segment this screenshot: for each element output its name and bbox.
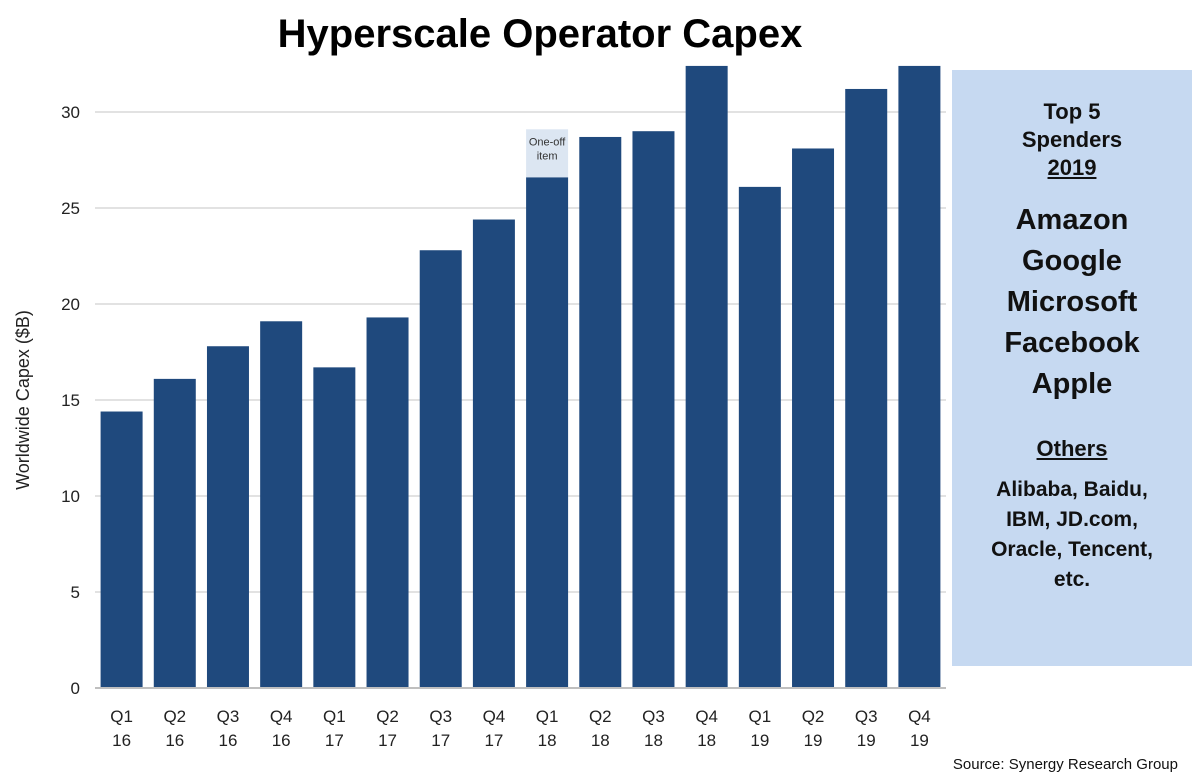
bar [845, 88, 888, 688]
y-tick-label: 25 [61, 199, 80, 218]
x-tick-label: 17 [431, 731, 450, 750]
x-tick-label: 16 [219, 731, 238, 750]
annotation-box [526, 129, 569, 178]
x-tick-label: Q3 [855, 707, 878, 726]
top-spenders-panel: Top 5 Spenders 2019 Amazon Google Micros… [952, 70, 1192, 666]
x-tick-label: 19 [804, 731, 823, 750]
x-tick-label: 17 [378, 731, 397, 750]
x-tick-label: 18 [697, 731, 716, 750]
panel-year: 2019 [1047, 155, 1097, 180]
bar [419, 250, 462, 689]
x-tick-label: Q2 [589, 707, 612, 726]
x-tick-label: 16 [112, 731, 131, 750]
x-tick-label: Q1 [749, 707, 772, 726]
x-tick-label: Q1 [110, 707, 133, 726]
bar [472, 219, 515, 688]
others-label: Others [1036, 436, 1108, 461]
x-tick-label: Q4 [270, 707, 293, 726]
x-tick-label: 16 [272, 731, 291, 750]
x-tick-label: Q3 [429, 707, 452, 726]
y-tick-label: 15 [61, 391, 80, 410]
bar [685, 65, 728, 689]
bar [313, 367, 356, 688]
annotation-label: item [537, 150, 558, 162]
others-3: Oracle, Tencent, [991, 538, 1153, 561]
y-tick-label: 0 [71, 679, 80, 698]
panel-heading-2: Spenders [1021, 127, 1123, 152]
x-tick-label: Q4 [908, 707, 931, 726]
bar [898, 65, 941, 689]
bar-chart: 0 5 10 15 20 25 30 Worldwide Capex ($B) Q1 16 Q2 16… [13, 65, 946, 750]
x-tick-label: Q4 [695, 707, 718, 726]
bar [260, 321, 303, 688]
others-4: etc. [1053, 568, 1091, 591]
x-tick-label: Q2 [802, 707, 825, 726]
bar [579, 136, 622, 688]
bar [792, 148, 835, 689]
x-tick-label: 18 [538, 731, 557, 750]
others-1: Alibaba, Baidu, [996, 478, 1148, 501]
spender-5: Apple [1031, 368, 1113, 400]
source-note: Source: Synergy Research Group [952, 756, 1178, 773]
bar [526, 177, 569, 688]
x-tick-label: Q3 [642, 707, 665, 726]
spender-2: Google [1022, 245, 1122, 277]
x-tick-label: 16 [165, 731, 184, 750]
x-tick-label: Q2 [376, 707, 399, 726]
x-tick-label: 18 [591, 731, 610, 750]
annotation-label: One-off [529, 136, 566, 148]
x-tick-label: Q1 [323, 707, 346, 726]
x-tick-label: 17 [325, 731, 344, 750]
bar [206, 346, 249, 688]
bar [738, 186, 781, 688]
y-tick-label: 5 [71, 583, 80, 602]
x-tick-label: 19 [857, 731, 876, 750]
bar [632, 131, 675, 688]
y-tick-label: 20 [61, 295, 80, 314]
spender-3: Microsoft [1006, 286, 1138, 318]
x-tick-label: 18 [644, 731, 663, 750]
y-axis-label: Worldwide Capex ($B) [13, 310, 33, 490]
spender-1: Amazon [1015, 204, 1129, 236]
bar [153, 378, 196, 688]
x-tick-label: Q1 [536, 707, 559, 726]
panel-heading-1: Top 5 [1043, 99, 1101, 124]
x-tick-label: 19 [910, 731, 929, 750]
others-2: IBM, JD.com, [1006, 508, 1138, 531]
x-tick-label: Q4 [483, 707, 506, 726]
x-tick-label: Q2 [163, 707, 186, 726]
x-tick-label: Q3 [217, 707, 240, 726]
x-tick-label: 19 [750, 731, 769, 750]
chart-title: Hyperscale Operator Capex [277, 12, 803, 56]
y-tick-label: 30 [61, 103, 80, 122]
y-tick-label: 10 [61, 487, 80, 506]
spender-4: Facebook [1004, 327, 1140, 359]
x-tick-label: 17 [484, 731, 503, 750]
bar [366, 317, 409, 688]
bar [100, 411, 143, 688]
